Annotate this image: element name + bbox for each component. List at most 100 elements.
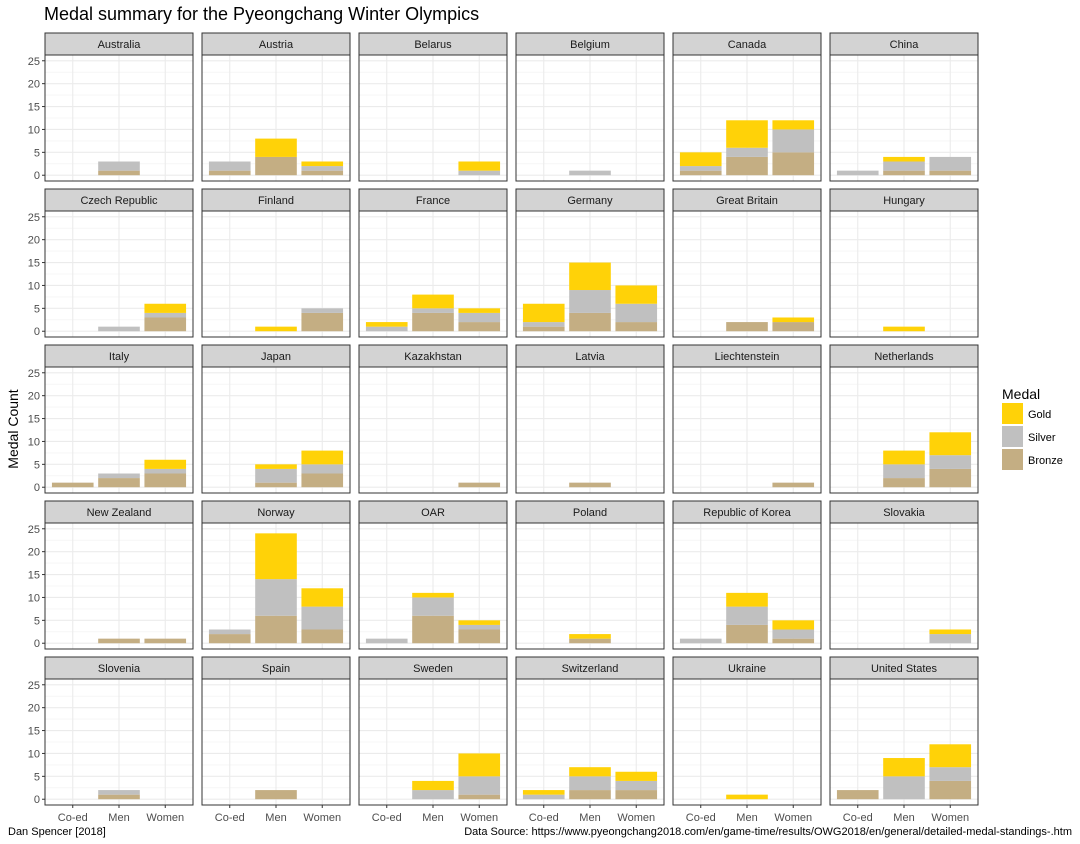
- facet-label: Latvia: [575, 351, 605, 363]
- panel-border: [358, 210, 508, 338]
- panel-border: [515, 54, 665, 182]
- bar-gold: [569, 767, 611, 777]
- y-tick-label: 25: [28, 212, 40, 224]
- bar-gold: [615, 285, 658, 304]
- bar-silver: [301, 166, 344, 171]
- y-tick-label: 25: [28, 368, 40, 380]
- x-tick-label: Men: [893, 812, 914, 824]
- facet-label: Kazakhstan: [404, 351, 461, 363]
- panel-border: [358, 366, 508, 494]
- bar-silver: [144, 312, 187, 318]
- bar-silver: [929, 156, 972, 171]
- bar-silver: [365, 326, 408, 332]
- bar-bronze: [836, 790, 879, 800]
- bar-gold: [458, 161, 501, 171]
- bar-gold: [569, 634, 611, 639]
- x-tick-label: Women: [460, 812, 498, 824]
- bar-bronze: [458, 629, 501, 644]
- bar-silver: [569, 290, 611, 313]
- bar-gold: [726, 592, 768, 607]
- y-tick-label: 0: [34, 794, 40, 806]
- y-tick-label: 10: [28, 592, 40, 604]
- bar-bronze: [458, 794, 501, 800]
- x-tick-label: Men: [265, 812, 286, 824]
- panel-border: [44, 366, 194, 494]
- facet-label: Slovakia: [883, 507, 925, 519]
- panel-border: [829, 366, 979, 494]
- legend-title: Medal: [1002, 386, 1040, 402]
- bar-gold: [255, 138, 297, 157]
- x-tick-label: Men: [422, 812, 443, 824]
- bar-bronze: [98, 638, 140, 644]
- bar-gold: [301, 161, 344, 167]
- bar-silver: [679, 638, 722, 644]
- bar-silver: [883, 464, 925, 479]
- panel-border: [672, 366, 822, 494]
- bar-bronze: [255, 615, 297, 644]
- bar-gold: [883, 326, 925, 332]
- panel-border: [44, 522, 194, 650]
- bar-gold: [883, 758, 925, 777]
- bar-silver: [412, 597, 454, 616]
- bar-silver: [458, 624, 501, 630]
- chart-title: Medal summary for the Pyeongchang Winter…: [44, 4, 480, 24]
- bar-silver: [301, 308, 344, 313]
- bar-gold: [255, 464, 297, 469]
- bar-bronze: [301, 629, 344, 644]
- bar-silver: [301, 464, 344, 474]
- facet-label: Finland: [258, 195, 294, 207]
- bar-bronze: [569, 482, 611, 488]
- y-tick-label: 20: [28, 79, 40, 91]
- y-tick-label: 5: [34, 771, 40, 783]
- bar-silver: [301, 606, 344, 630]
- bar-silver: [255, 579, 297, 616]
- bar-silver: [98, 790, 140, 795]
- bar-bronze: [883, 478, 925, 488]
- bar-silver: [458, 312, 501, 323]
- facet-label: Belgium: [570, 39, 610, 51]
- bar-gold: [301, 450, 344, 465]
- facet-label: Belarus: [414, 39, 452, 51]
- bar-bronze: [615, 322, 658, 332]
- panel-border: [515, 210, 665, 338]
- facet-label: OAR: [421, 507, 445, 519]
- x-tick-label: Co-ed: [843, 812, 873, 824]
- bar-gold: [412, 294, 454, 309]
- legend-label: Silver: [1028, 432, 1056, 444]
- panel-border: [201, 210, 351, 338]
- x-tick-label: Women: [931, 812, 969, 824]
- bar-gold: [929, 629, 972, 635]
- bar-silver: [883, 776, 925, 800]
- panel-border: [358, 522, 508, 650]
- bar-bronze: [412, 312, 454, 332]
- bar-bronze: [929, 468, 972, 488]
- facet-label: France: [416, 195, 450, 207]
- bar-gold: [772, 620, 815, 630]
- bar-bronze: [772, 638, 815, 644]
- facet-label: Sweden: [413, 663, 453, 675]
- facet-label: Great Britain: [716, 195, 778, 207]
- bar-silver: [458, 776, 501, 795]
- bar-bronze: [98, 478, 140, 488]
- legend-key-gold: [1002, 403, 1023, 424]
- panel-border: [44, 210, 194, 338]
- y-tick-label: 5: [34, 147, 40, 159]
- x-tick-label: Men: [579, 812, 600, 824]
- facet-label: Netherlands: [874, 351, 934, 363]
- panel-border: [515, 366, 665, 494]
- facet-label: Liechtenstein: [715, 351, 780, 363]
- bar-gold: [365, 322, 408, 327]
- bar-gold: [144, 459, 187, 469]
- bar-silver: [929, 767, 972, 781]
- bar-silver: [98, 473, 140, 479]
- bar-silver: [208, 629, 251, 635]
- y-tick-label: 25: [28, 524, 40, 536]
- bar-gold: [883, 450, 925, 465]
- x-tick-label: Co-ed: [58, 812, 88, 824]
- bar-gold: [929, 432, 972, 456]
- bar-gold: [412, 780, 454, 791]
- bar-bronze: [208, 634, 251, 644]
- y-tick-label: 10: [28, 124, 40, 136]
- panel-border: [201, 522, 351, 650]
- y-tick-label: 15: [28, 102, 40, 114]
